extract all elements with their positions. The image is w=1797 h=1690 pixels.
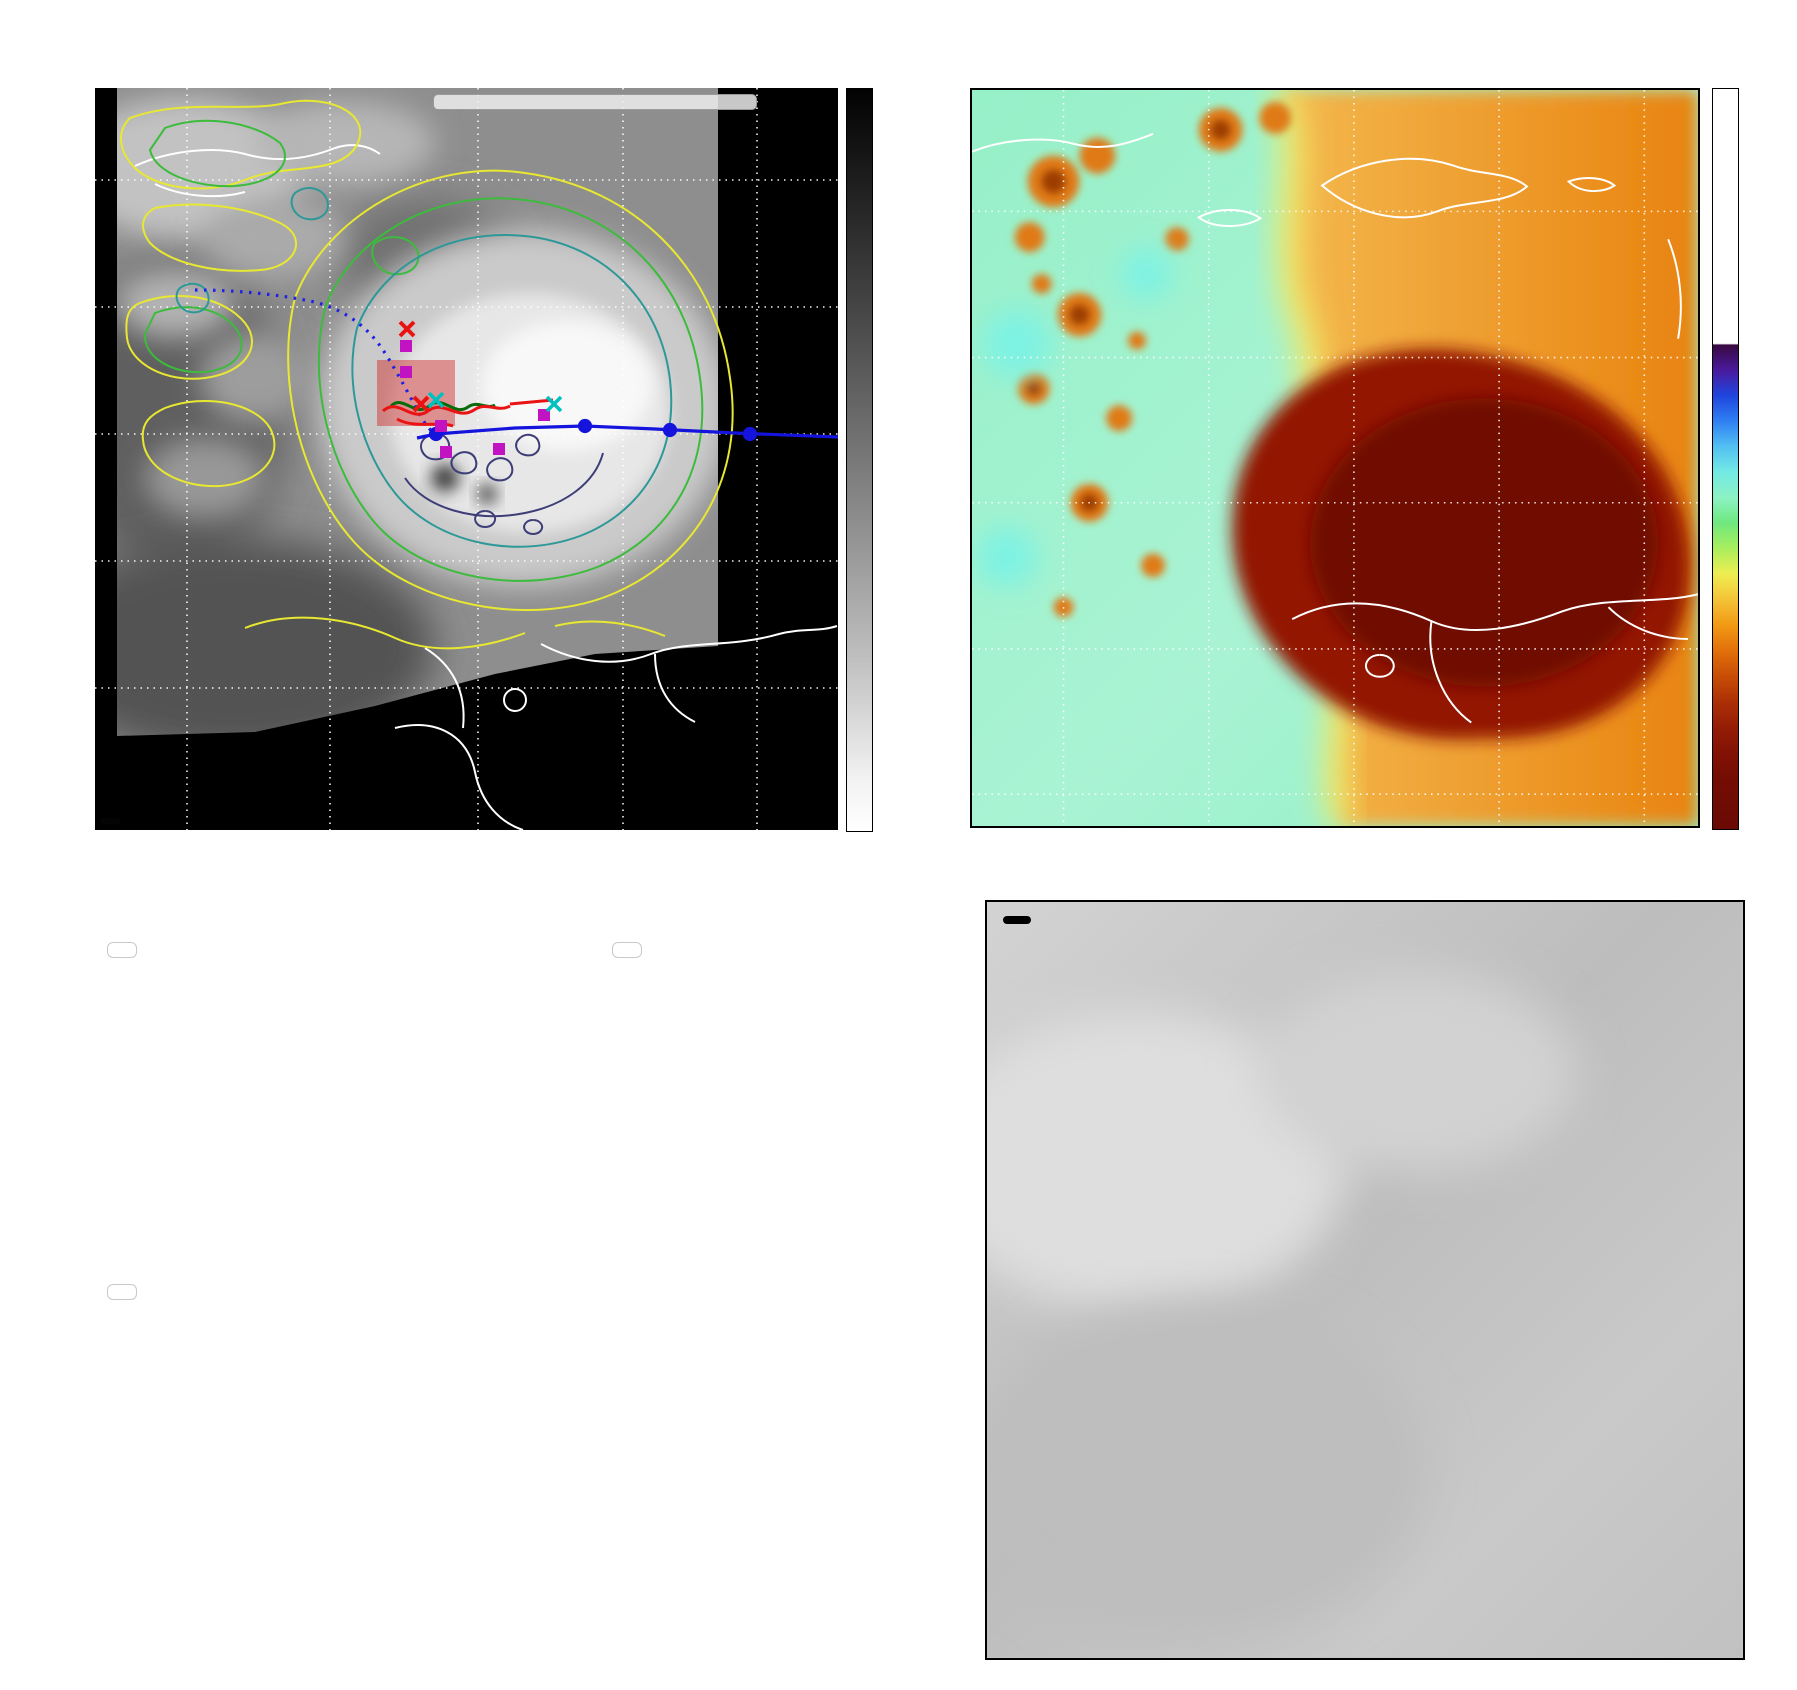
pressure-legend	[612, 942, 642, 958]
mesoscale-target-markers	[398, 320, 430, 413]
awv-color-map-panel	[970, 88, 1700, 828]
wind-pressure-chart	[95, 930, 855, 1270]
ace-legend	[107, 1284, 137, 1300]
band14-ir-map-image	[95, 88, 838, 830]
archer-location-markers	[400, 340, 550, 458]
map-legend	[433, 94, 757, 110]
contours-teal	[175, 187, 673, 548]
wmg-count-badge	[1003, 916, 1031, 924]
wmg-pixel-map-panel	[985, 900, 1745, 1660]
contours-yellow	[120, 99, 734, 650]
ace-chart	[95, 1272, 855, 1655]
satcon-location-markers	[427, 391, 563, 413]
mesoscale-target-box	[377, 360, 455, 426]
graticule	[95, 88, 838, 830]
cold-aqua-patches	[976, 248, 1172, 588]
coastlines	[134, 144, 838, 830]
ir-cloud-field	[117, 88, 718, 830]
wind-legend	[107, 942, 137, 958]
band14-ir-map-panel	[95, 88, 838, 830]
copyright-watermark	[101, 818, 121, 824]
jtwc-best-track	[416, 418, 838, 442]
colorbar-awv	[1712, 88, 1739, 830]
graticule	[972, 90, 1698, 826]
coastlines	[972, 132, 1698, 724]
floater-track	[381, 398, 554, 428]
awv-map-image	[972, 90, 1698, 826]
wmg-pixel-map-image	[987, 902, 1742, 1657]
colorbar-band14	[846, 88, 873, 832]
convective-cores	[1026, 119, 1231, 512]
